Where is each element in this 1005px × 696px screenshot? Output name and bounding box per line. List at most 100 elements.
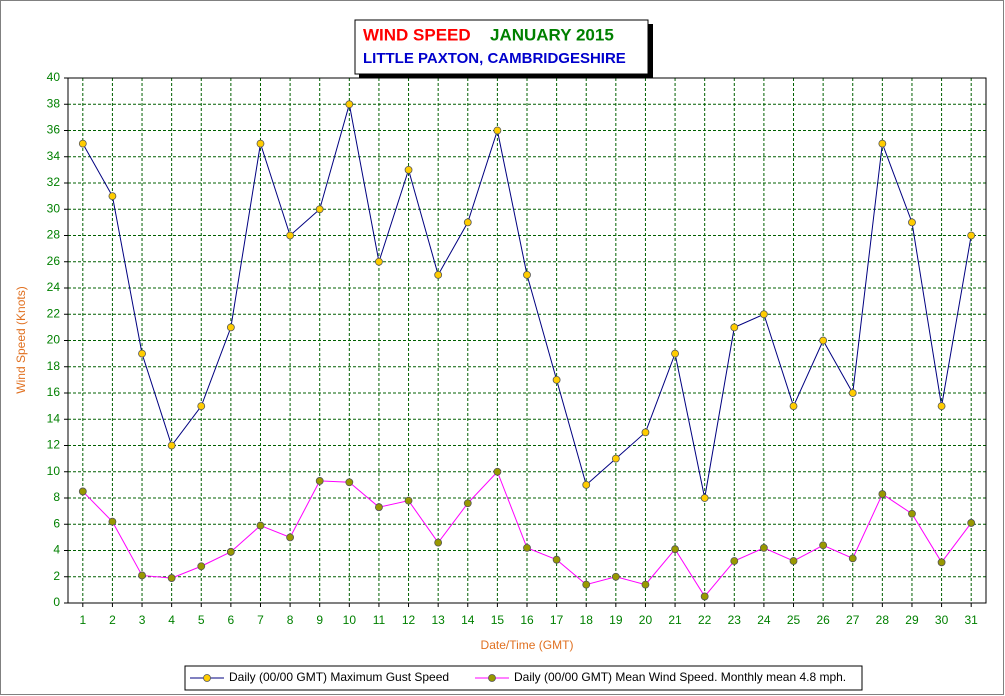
data-point <box>937 558 946 567</box>
data-point <box>878 490 887 498</box>
legend-box <box>184 665 863 691</box>
data-point <box>523 543 531 552</box>
data-point <box>730 323 739 332</box>
data-point <box>671 545 679 554</box>
x-tick-label: 21 <box>668 613 682 627</box>
data-point <box>197 562 206 571</box>
data-point <box>138 349 146 358</box>
data-point <box>167 441 176 450</box>
y-tick-label: 32 <box>47 175 61 189</box>
data-point <box>760 543 768 552</box>
x-tick-label: 26 <box>816 613 830 627</box>
x-tick-label: 30 <box>935 613 949 627</box>
data-point <box>730 557 739 565</box>
x-tick-label: 6 <box>228 613 235 627</box>
x-tick-label: 15 <box>491 613 505 627</box>
x-tick-label: 7 <box>257 613 264 627</box>
data-point <box>760 310 768 319</box>
y-tick-label: 20 <box>47 333 61 347</box>
data-point <box>611 572 620 581</box>
data-point <box>848 554 857 563</box>
plot-border <box>67 77 987 604</box>
data-point <box>463 218 472 227</box>
x-tick-label: 5 <box>198 613 205 627</box>
data-point <box>197 402 206 411</box>
data-point <box>315 205 324 214</box>
x-tick-label: 17 <box>550 613 564 627</box>
y-tick-label: 2 <box>53 569 60 583</box>
x-tick-label: 27 <box>846 613 860 627</box>
x-tick-label: 14 <box>461 613 475 627</box>
data-point <box>345 100 354 109</box>
data-point <box>967 519 976 527</box>
data-point <box>848 389 857 397</box>
x-tick-label: 24 <box>757 613 771 627</box>
data-point <box>523 270 531 279</box>
data-point <box>552 375 561 384</box>
chart-period: JANUARY 2015 <box>490 25 614 44</box>
data-point <box>878 139 887 148</box>
data-point <box>582 580 591 589</box>
data-point <box>819 336 828 345</box>
y-tick-label: 40 <box>47 70 61 84</box>
x-tick-label: 22 <box>698 613 712 627</box>
data-point <box>226 323 235 332</box>
x-tick-label: 25 <box>787 613 801 627</box>
x-tick-label: 13 <box>431 613 445 627</box>
y-tick-label: 18 <box>47 359 61 373</box>
x-tick-label: 4 <box>168 613 175 627</box>
data-point <box>375 257 383 266</box>
y-axis-label: Wind Speed (Knots) <box>14 286 28 393</box>
y-tick-label: 8 <box>53 490 60 504</box>
data-point <box>967 231 976 240</box>
chart-subtitle: LITTLE PAXTON, CAMBRIDGESHIRE <box>363 50 626 67</box>
data-point <box>641 580 650 589</box>
x-tick-label: 1 <box>79 613 86 627</box>
legend-label: Daily (00/00 GMT) Maximum Gust Speed <box>229 670 449 684</box>
data-point <box>463 499 472 508</box>
data-point <box>345 478 354 487</box>
x-tick-label: 28 <box>876 613 890 627</box>
data-point <box>582 480 591 489</box>
data-point <box>789 557 798 565</box>
data-point <box>256 521 265 530</box>
y-tick-label: 26 <box>47 254 61 268</box>
y-tick-label: 34 <box>47 149 61 163</box>
data-point <box>108 192 117 201</box>
data-point <box>671 349 679 358</box>
y-tick-label: 28 <box>47 228 61 242</box>
legend-marker <box>488 674 496 682</box>
x-axis-label: Date/Time (GMT) <box>481 638 574 652</box>
data-point <box>552 555 561 564</box>
data-point <box>167 574 176 582</box>
data-point <box>404 496 413 505</box>
data-point <box>256 139 265 148</box>
data-point <box>375 503 383 512</box>
x-tick-label: 12 <box>402 613 416 627</box>
data-point <box>78 139 87 148</box>
x-tick-label: 8 <box>287 613 294 627</box>
data-point <box>700 592 709 601</box>
legend-label: Daily (00/00 GMT) Mean Wind Speed. Month… <box>514 670 846 684</box>
x-tick-label: 31 <box>965 613 979 627</box>
x-tick-label: 9 <box>316 613 323 627</box>
data-point <box>641 428 650 437</box>
data-point <box>108 517 117 526</box>
y-tick-label: 12 <box>47 438 61 452</box>
data-point <box>819 541 828 550</box>
y-tick-label: 22 <box>47 306 61 320</box>
y-tick-label: 0 <box>53 595 60 609</box>
y-tick-label: 6 <box>53 516 60 530</box>
data-point <box>700 494 709 502</box>
data-point <box>138 571 146 580</box>
x-tick-label: 23 <box>728 613 742 627</box>
data-point <box>404 165 413 174</box>
y-tick-label: 38 <box>47 96 61 110</box>
x-tick-label: 3 <box>139 613 146 627</box>
data-point <box>78 487 87 496</box>
data-point <box>286 533 294 542</box>
y-tick-label: 10 <box>47 464 61 478</box>
y-tick-label: 36 <box>47 123 61 137</box>
x-tick-label: 2 <box>109 613 116 627</box>
